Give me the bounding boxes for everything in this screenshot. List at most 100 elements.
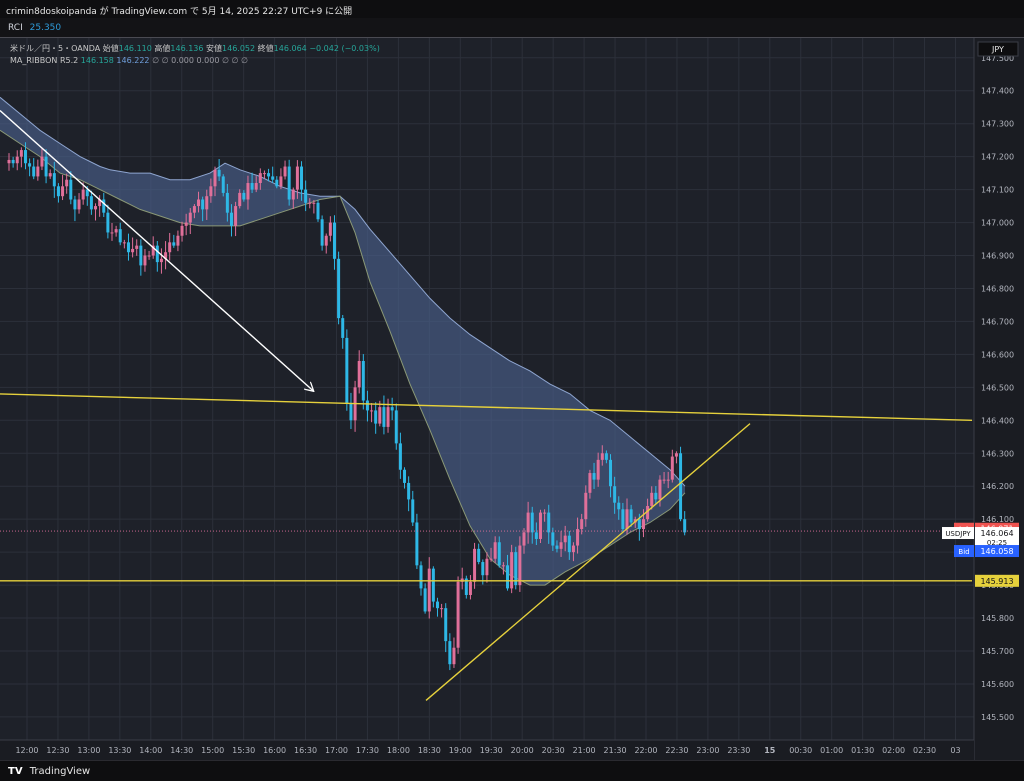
ribbon-value-1: 146.158	[80, 56, 114, 65]
symbol-label: USDJPY	[945, 530, 971, 538]
candle-body	[32, 166, 36, 177]
candle-body	[147, 255, 151, 257]
open-label: 始値	[102, 44, 119, 53]
candle-body	[543, 512, 547, 514]
x-tick-label: 17:30	[356, 746, 379, 755]
candle-body	[679, 453, 683, 520]
candle-body	[221, 176, 225, 193]
candle-body	[361, 360, 365, 401]
candle-body	[394, 410, 398, 444]
candle-body	[670, 456, 674, 480]
candle-body	[61, 186, 65, 197]
candle-body	[337, 258, 341, 319]
candle-body	[609, 459, 613, 487]
candle-body	[118, 229, 122, 243]
candle-body	[308, 202, 312, 204]
candle-body	[36, 166, 40, 177]
candle-body	[176, 235, 180, 246]
candle-body	[56, 186, 60, 197]
x-tick-label: 20:00	[511, 746, 534, 755]
candle-body	[485, 558, 489, 576]
candle-body	[73, 199, 77, 210]
candle-body	[106, 212, 110, 233]
candle-body	[275, 179, 279, 187]
candle-body	[159, 258, 163, 263]
candle-body	[94, 206, 98, 210]
candle-body	[77, 199, 81, 210]
candle-body	[522, 532, 526, 546]
candle-body	[234, 206, 238, 226]
x-tick-label: 03	[950, 746, 960, 755]
candle-body	[370, 410, 374, 412]
candle-body	[254, 183, 258, 190]
currency-label: JPY	[991, 45, 1004, 54]
candle-body	[114, 229, 118, 233]
bid-tag-value: 146.058	[980, 547, 1013, 556]
candle-body	[468, 581, 472, 595]
candle-body	[489, 558, 493, 560]
x-tick-label: 16:00	[263, 746, 286, 755]
high-label: 高値	[154, 44, 171, 53]
candle-body	[98, 199, 102, 207]
x-tick-label: 12:00	[15, 746, 38, 755]
price-chart[interactable]: 147.500 147.400 147.300 147.200 147.100 147.0…	[0, 38, 1024, 760]
candle-body	[600, 453, 604, 460]
candle-body	[131, 248, 135, 253]
countdown-value: 02:25	[987, 539, 1007, 547]
candle-body	[666, 479, 670, 481]
ribbon-legend-line: MA_RIBBON R5.2 146.158 146.222 ∅ ∅ 0.000…	[10, 55, 380, 67]
candle-body	[555, 545, 559, 549]
candle-body	[510, 552, 514, 589]
y-tick-label: 147.000	[981, 219, 1014, 228]
candle-body	[629, 509, 633, 523]
candle-body	[571, 545, 575, 553]
candle-body	[378, 407, 382, 424]
x-tick-label: 18:30	[418, 746, 441, 755]
candle-body	[304, 189, 308, 203]
x-tick-label: 21:30	[604, 746, 627, 755]
candle-body	[444, 608, 448, 642]
x-tick-label: 18:00	[387, 746, 410, 755]
x-tick-label: 12:30	[46, 746, 69, 755]
x-tick-label: 15:00	[201, 746, 224, 755]
candle-body	[411, 499, 415, 523]
candle-body	[295, 166, 299, 190]
candle-body	[518, 545, 522, 586]
yellow-trend-line	[425, 423, 751, 701]
y-tick-label: 146.200	[981, 482, 1014, 491]
candle-body	[267, 173, 271, 177]
candle-body	[69, 179, 73, 200]
candle-body	[662, 479, 666, 481]
x-tick-label: 16:30	[294, 746, 317, 755]
candle-body	[625, 509, 629, 530]
tradingview-logo-icon[interactable]: TV	[8, 766, 23, 777]
candle-body	[122, 242, 126, 244]
x-tick-label: 22:00	[634, 746, 657, 755]
candle-body	[135, 245, 139, 249]
candle-body	[374, 410, 378, 424]
candle-body	[596, 459, 600, 480]
candle-body	[143, 255, 147, 266]
price-axis	[974, 38, 1024, 760]
trend-lines	[0, 109, 974, 701]
candle-body	[497, 542, 501, 566]
indicator-bar[interactable]: RCI 25.350	[0, 18, 1024, 38]
symbol-label-box	[942, 527, 974, 540]
symbol-name[interactable]: 米ドル／円・5・OANDA	[10, 44, 101, 53]
last-price-box	[975, 527, 1019, 548]
x-tick-label: 00:30	[789, 746, 812, 755]
candle-body	[473, 548, 477, 582]
y-tick-label: 145.800	[981, 614, 1014, 623]
bid-tag-label-box	[954, 545, 974, 558]
candle-body	[287, 166, 291, 200]
candle-body	[674, 453, 678, 457]
x-tick-label: 02:00	[882, 746, 905, 755]
candle-body	[262, 173, 266, 175]
ma-ribbon	[0, 96, 686, 586]
candle-body	[300, 166, 304, 190]
ribbon-name[interactable]: MA_RIBBON R5.2	[10, 56, 79, 65]
candle-body	[559, 542, 563, 549]
candle-body	[250, 183, 254, 190]
candle-body	[592, 473, 596, 480]
symbol-ohlc-line: 米ドル／円・5・OANDA 始値146.110 高値146.136 安値146.…	[10, 43, 380, 55]
